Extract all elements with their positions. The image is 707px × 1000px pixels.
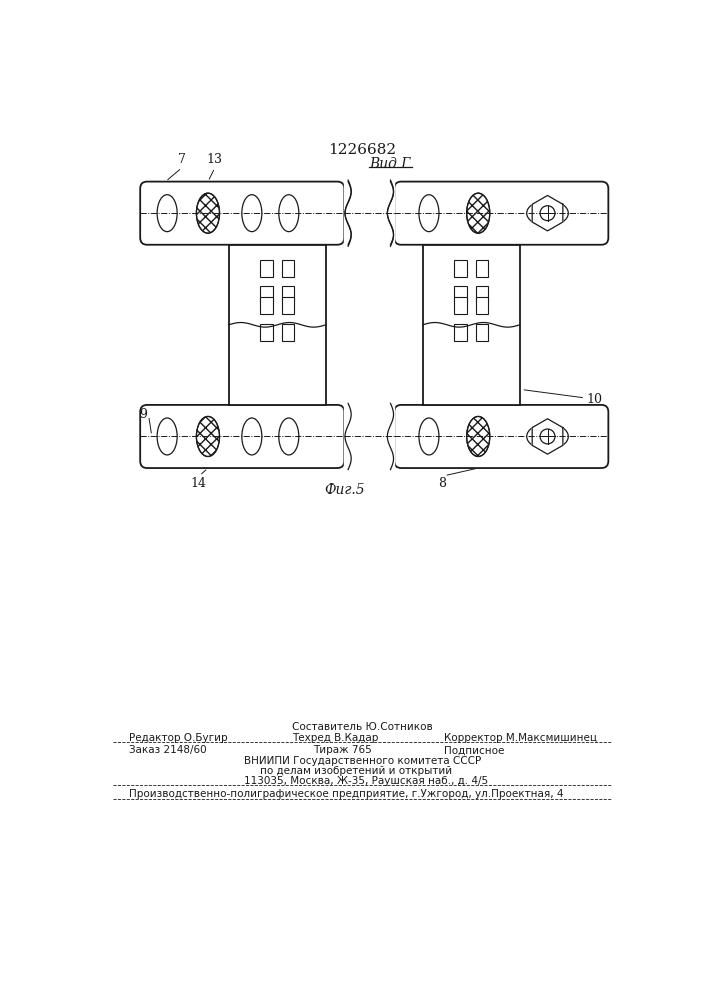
- Bar: [260, 324, 273, 341]
- Ellipse shape: [467, 416, 490, 456]
- Polygon shape: [344, 182, 395, 245]
- FancyBboxPatch shape: [395, 405, 608, 468]
- Ellipse shape: [419, 195, 439, 232]
- Text: Заказ 2148/60: Заказ 2148/60: [129, 745, 206, 755]
- Ellipse shape: [197, 193, 219, 233]
- Text: Корректор М.Максмишинец: Корректор М.Максмишинец: [444, 733, 597, 743]
- Ellipse shape: [527, 424, 568, 449]
- Ellipse shape: [467, 193, 490, 233]
- Ellipse shape: [157, 418, 177, 455]
- Text: 14: 14: [190, 477, 206, 490]
- Text: 113035, Москва, Ж-35, Раушская наб., д. 4/5: 113035, Москва, Ж-35, Раушская наб., д. …: [244, 776, 489, 786]
- FancyBboxPatch shape: [395, 182, 608, 245]
- Ellipse shape: [467, 416, 490, 456]
- Text: 1226682: 1226682: [328, 143, 396, 157]
- Text: Подписное: Подписное: [444, 745, 505, 755]
- Ellipse shape: [540, 429, 555, 444]
- Polygon shape: [532, 419, 563, 454]
- Text: Составитель Ю.Сотников: Составитель Ю.Сотников: [291, 722, 432, 732]
- Ellipse shape: [540, 206, 555, 221]
- Bar: [282, 324, 294, 341]
- Bar: [282, 297, 294, 314]
- Ellipse shape: [527, 200, 568, 226]
- Text: 10: 10: [587, 393, 603, 406]
- Ellipse shape: [157, 195, 177, 232]
- Text: Производственно-полиграфическое предприятие, г.Ужгород, ул.Проектная, 4: Производственно-полиграфическое предприя…: [129, 789, 563, 799]
- FancyBboxPatch shape: [140, 182, 344, 245]
- Ellipse shape: [197, 416, 219, 456]
- Bar: [476, 297, 489, 314]
- Polygon shape: [344, 405, 395, 468]
- Bar: [229, 245, 326, 405]
- Text: Тираж 765: Тираж 765: [313, 745, 372, 755]
- Text: 8: 8: [438, 477, 446, 490]
- Bar: [260, 297, 273, 314]
- Text: 7: 7: [178, 153, 186, 166]
- Bar: [455, 297, 467, 314]
- Bar: [476, 260, 489, 277]
- Ellipse shape: [279, 195, 299, 232]
- Text: 13: 13: [207, 153, 223, 166]
- Bar: [476, 286, 489, 302]
- Bar: [423, 245, 520, 405]
- Text: Техред В.Кадар: Техред В.Кадар: [292, 733, 378, 743]
- Bar: [282, 286, 294, 302]
- FancyBboxPatch shape: [140, 405, 344, 468]
- Text: ВНИИПИ Государственного комитета СССР: ВНИИПИ Государственного комитета СССР: [244, 756, 481, 766]
- Bar: [260, 286, 273, 302]
- Bar: [260, 260, 273, 277]
- Text: Редактор О.Бугир: Редактор О.Бугир: [129, 733, 227, 743]
- Text: по делам изобретений и открытий: по делам изобретений и открытий: [259, 766, 452, 776]
- Text: Фиг.5: Фиг.5: [324, 483, 365, 497]
- Ellipse shape: [242, 418, 262, 455]
- Polygon shape: [532, 195, 563, 231]
- Ellipse shape: [419, 418, 439, 455]
- Bar: [476, 324, 489, 341]
- Text: 9: 9: [139, 408, 147, 421]
- Ellipse shape: [197, 193, 219, 233]
- Ellipse shape: [197, 416, 219, 456]
- Ellipse shape: [279, 418, 299, 455]
- Ellipse shape: [467, 193, 490, 233]
- Bar: [455, 324, 467, 341]
- Text: Вид Г: Вид Г: [370, 157, 411, 171]
- Ellipse shape: [242, 195, 262, 232]
- Bar: [282, 260, 294, 277]
- Bar: [455, 286, 467, 302]
- Bar: [455, 260, 467, 277]
